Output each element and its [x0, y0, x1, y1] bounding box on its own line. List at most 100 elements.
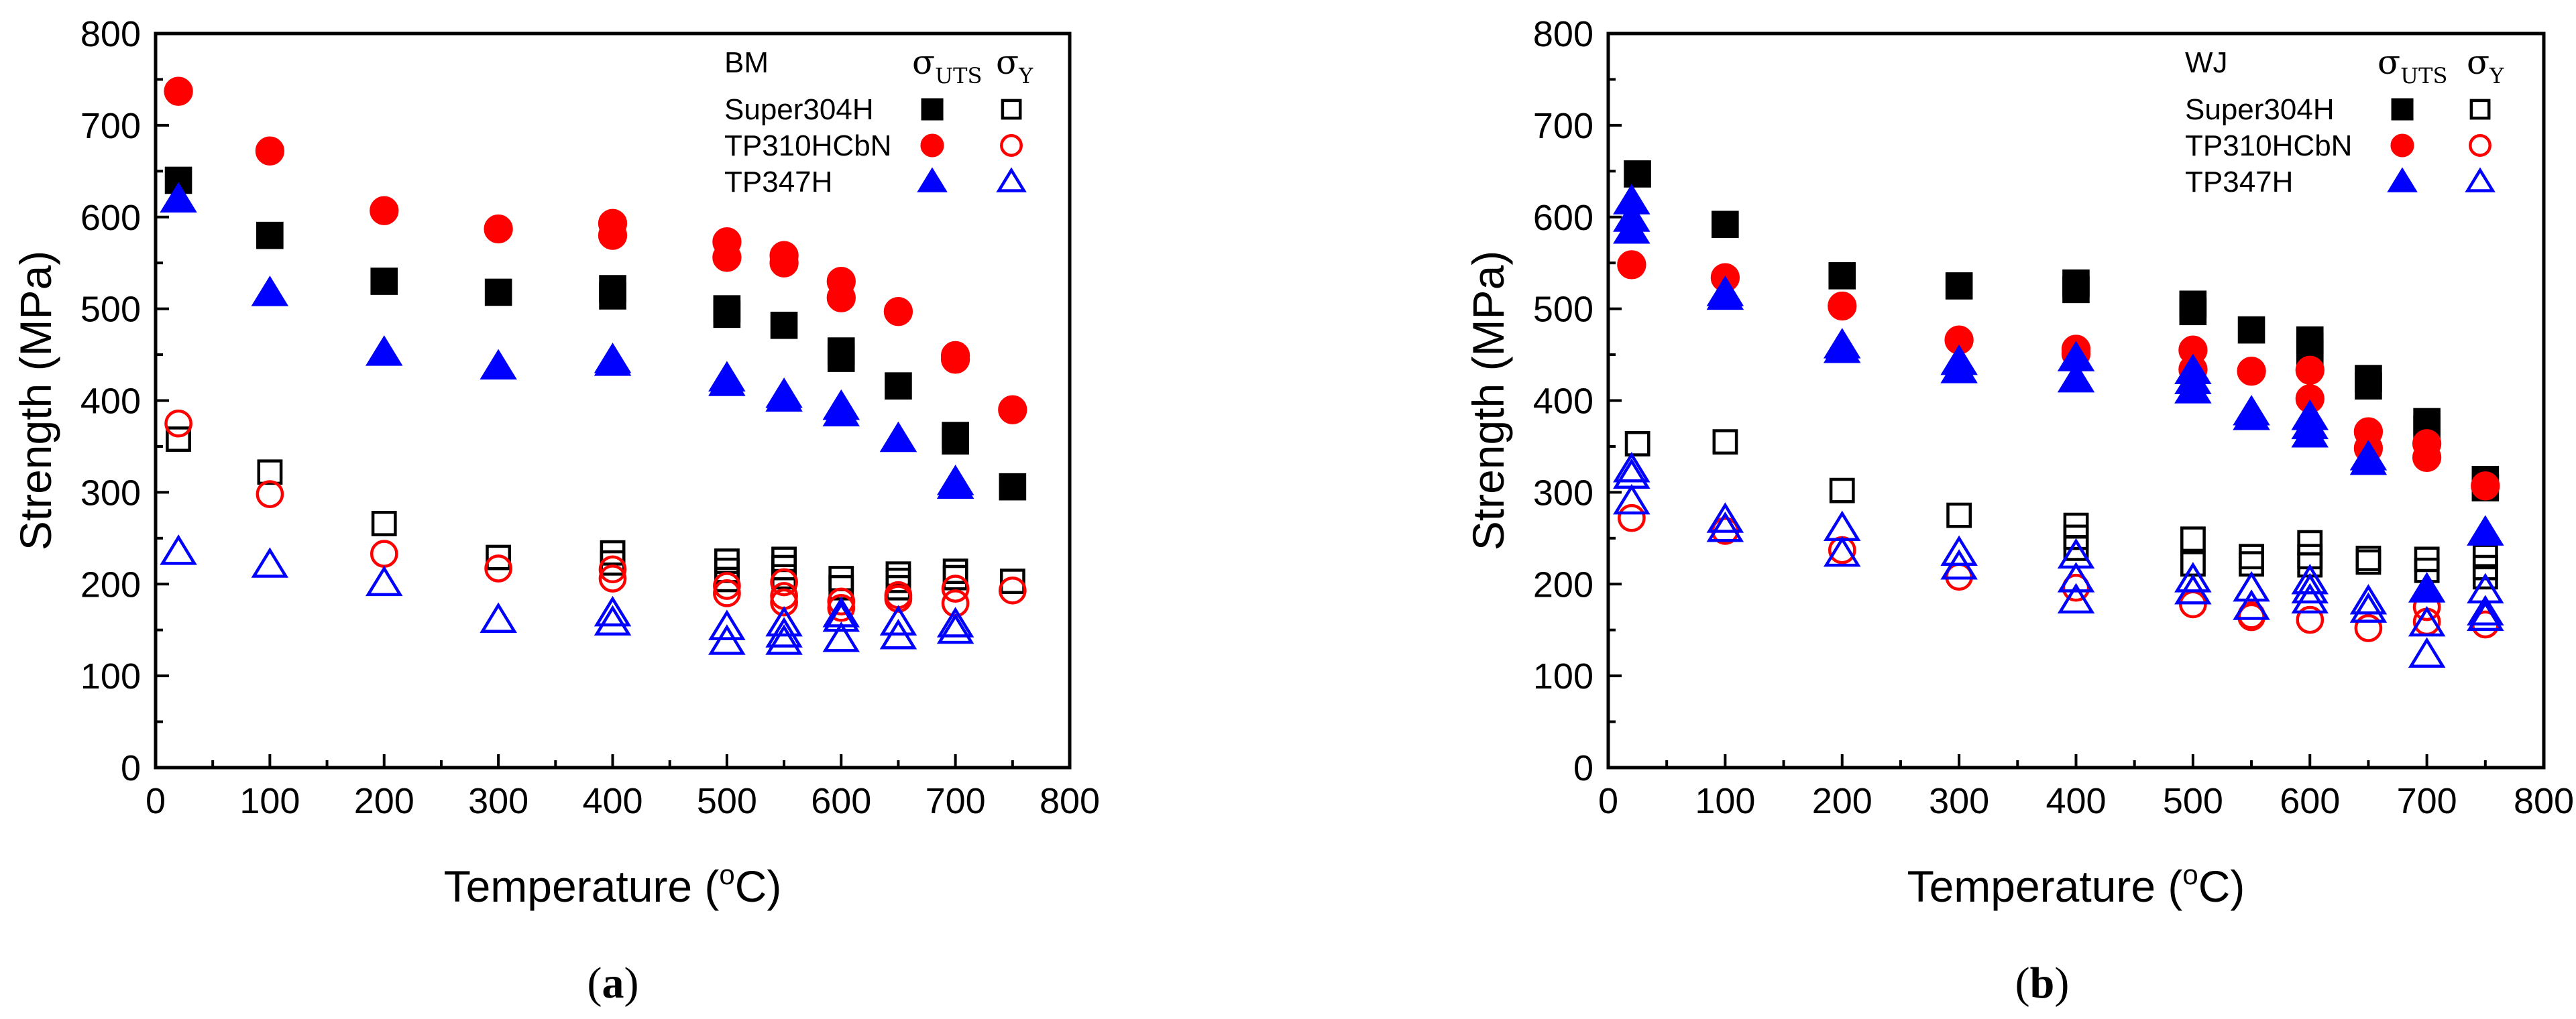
y-tick-label: 100	[1533, 656, 1593, 697]
tp310hcbn-uts-point	[940, 345, 970, 374]
tp347h-ys-point	[1823, 510, 1861, 542]
y-tick-label: 200	[1533, 564, 1593, 605]
legend-marker-super304h-ys	[1001, 99, 1022, 120]
legend-header-y: σY	[996, 43, 1033, 88]
tp347h-ys-point	[160, 534, 197, 565]
legend-header-uts-symbol: σ	[2377, 43, 2400, 82]
tp347h-uts-point	[2174, 373, 2212, 404]
tp310hcbn-uts-point	[883, 297, 913, 326]
y-tick-label: 600	[1533, 198, 1593, 238]
x-axis-label-superscript: o	[2182, 859, 2198, 890]
y-tick-label: 500	[1533, 290, 1593, 330]
tp347h-uts-point	[1613, 213, 1650, 244]
super304h-uts-point	[484, 278, 512, 306]
panel-caption: (a)	[587, 959, 639, 1008]
tp347h-ys-point	[2291, 583, 2329, 614]
super304h-uts-point	[370, 267, 398, 295]
tp310hcbn-uts-point	[998, 395, 1027, 424]
super304h-ys-point	[828, 566, 854, 591]
legend-marker-tp347h-ys	[2465, 167, 2496, 192]
tp347h-ys-point	[251, 547, 289, 578]
legend-marker-tp310hcbn-ys	[2469, 134, 2491, 157]
tp347h-uts-point	[365, 335, 403, 366]
panel-caption-letter: b	[2030, 959, 2055, 1008]
tp347h-uts-point	[251, 276, 289, 306]
super304h-ys-point	[166, 426, 191, 452]
y-tick-label: 700	[1533, 106, 1593, 146]
tp310hcbn-ys-point	[1618, 503, 1646, 532]
tp310hcbn-ys-point	[598, 555, 627, 584]
legend-header-uts-symbol: σ	[912, 43, 935, 82]
legend-header-uts-subscript: UTS	[935, 63, 982, 88]
tp347h-ys-point	[2467, 600, 2504, 632]
panel-caption: (b)	[2015, 959, 2070, 1008]
legend-title: WJ	[2185, 46, 2228, 79]
tp347h-uts-point	[1706, 279, 1744, 310]
tp347h-ys-point	[594, 595, 632, 627]
y-tick-label: 0	[1573, 748, 1593, 788]
y-tick-label: 600	[80, 198, 141, 238]
x-tick-label: 500	[2163, 781, 2223, 821]
panel-caption-close: )	[2054, 959, 2069, 1008]
y-tick-label: 0	[121, 748, 141, 788]
y-tick-label: 300	[80, 473, 141, 513]
tp310hcbn-ys-point	[370, 540, 398, 568]
tp347h-ys-point	[822, 621, 860, 652]
tp310hcbn-ys-point	[827, 587, 856, 616]
legend-marker-tp347h-ys	[996, 167, 1027, 192]
super304h-uts-point	[885, 372, 912, 400]
y-axis-label: Strength (MPa)	[11, 251, 60, 551]
x-tick-label: 300	[468, 781, 528, 821]
tp310hcbn-uts-point	[484, 214, 513, 244]
tp347h-ys-point	[2233, 589, 2270, 620]
super304h-ys-point	[999, 568, 1025, 595]
tp310hcbn-ys-point	[998, 576, 1027, 605]
x-tick-label: 600	[2280, 781, 2340, 821]
super304h-ys-point	[771, 546, 797, 573]
tp347h-ys-point	[1940, 549, 1978, 580]
tp310hcbn-ys-point	[713, 579, 741, 607]
tp347h-ys-point	[936, 607, 974, 638]
tp310hcbn-ys-point	[770, 588, 798, 617]
legend-header-y-subscript: Y	[2489, 63, 2504, 88]
legend-header-uts: σUTS	[912, 43, 982, 88]
tp310hcbn-ys-point	[884, 585, 913, 613]
legend-title: BM	[724, 46, 769, 79]
tp347h-ys-point	[2349, 584, 2388, 615]
legend-header-y: σY	[2467, 43, 2504, 88]
tp347h-uts-point	[2291, 416, 2329, 448]
chart-panel-wj: 0 100 200 300 400 500 600 700 800 0 100 200 300 400 50…	[1463, 14, 2574, 1008]
x-tick-label: 100	[1695, 781, 1755, 821]
legend-entry-tp347h: TP347H	[724, 166, 832, 198]
tp347h-uts-point	[1940, 353, 1978, 383]
tp347h-uts-point	[480, 349, 517, 380]
super304h-uts-point	[2355, 372, 2382, 400]
super304h-ys-point	[371, 511, 397, 536]
x-axis-label: Temperature (oC)	[1907, 859, 2245, 911]
panel-caption-letter: a	[602, 959, 624, 1008]
tp347h-ys-point	[2057, 562, 2095, 593]
tp310hcbn-uts-point	[826, 283, 856, 312]
legend-marker-super304h-ys	[2469, 99, 2491, 120]
tp310hcbn-uts-point	[598, 221, 628, 250]
tp310hcbn-ys-point	[2296, 605, 2325, 634]
x-tick-label: 300	[1929, 781, 1989, 821]
tp310hcbn-uts-point	[769, 248, 799, 278]
super304h-ys-point	[2239, 544, 2264, 570]
tp347h-uts-point	[2467, 515, 2504, 546]
panel-caption-open: (	[587, 959, 602, 1008]
super304h-uts-point	[2179, 298, 2207, 326]
y-tick-label: 500	[80, 290, 141, 330]
tp310hcbn-uts-point	[2471, 471, 2500, 501]
x-axis-label-suffix: C)	[735, 861, 782, 911]
tp347h-uts-point	[2233, 399, 2270, 430]
super304h-ys-point	[486, 544, 512, 571]
legend-header-y-symbol: σ	[2467, 43, 2489, 82]
super304h-ys-point	[2472, 564, 2498, 590]
tp310hcbn-uts-point	[1828, 291, 1857, 321]
y-tick-label: 100	[80, 656, 141, 697]
y-tick-label: 800	[80, 14, 141, 54]
